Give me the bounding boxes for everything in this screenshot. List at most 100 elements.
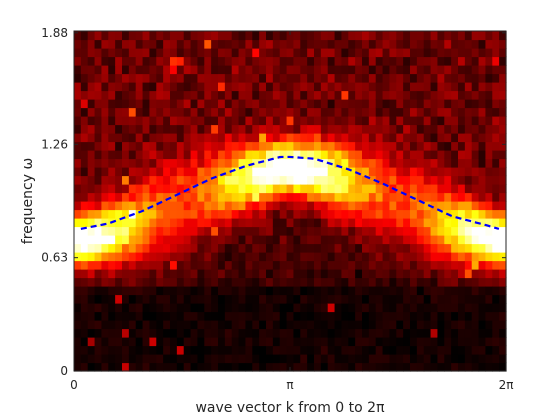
heatmap-cell (320, 252, 329, 262)
heatmap-cell (245, 303, 253, 313)
heatmap-cell (266, 31, 274, 41)
heatmap-cell (197, 116, 205, 126)
heatmap-cell (451, 65, 459, 75)
heatmap-cell (204, 294, 212, 304)
heatmap-cell (327, 39, 336, 49)
heatmap-cell (458, 65, 466, 75)
heatmap-cell (87, 201, 96, 211)
heatmap-cell (266, 56, 274, 66)
heatmap-cell (320, 31, 329, 41)
heatmap-cell (272, 116, 281, 126)
heatmap-cell (478, 286, 487, 296)
heatmap-cell (355, 184, 363, 194)
heatmap-cell (355, 294, 363, 304)
heatmap-cell (430, 175, 439, 185)
heatmap-cell (272, 56, 281, 66)
heatmap-cell (183, 158, 192, 168)
heatmap-cell (170, 320, 178, 330)
y-tick-label: 0 (60, 364, 68, 378)
heatmap-cell (197, 354, 205, 364)
heatmap-cell (396, 354, 404, 364)
heatmap-cell (87, 192, 96, 202)
heatmap-cell (478, 260, 487, 270)
heatmap-cell (286, 345, 295, 355)
heatmap-cell (286, 209, 295, 219)
y-axis-ticks: 00.631.261.88 (41, 26, 506, 378)
heatmap-cell (464, 116, 473, 126)
heatmap-cell (266, 226, 274, 236)
heatmap-cell (238, 39, 247, 49)
heatmap-cell (87, 184, 96, 194)
heatmap-cell (224, 124, 233, 134)
heatmap-cell (396, 133, 404, 143)
heatmap-cell (430, 269, 439, 279)
heatmap-cell (163, 107, 171, 117)
heatmap-cell (382, 226, 391, 236)
heatmap-cell (272, 252, 281, 262)
heatmap-cell (416, 107, 425, 117)
heatmap-cell (320, 141, 329, 151)
heatmap-cell (327, 269, 336, 279)
heatmap-cell (382, 311, 391, 321)
heatmap-cell (464, 294, 473, 304)
heatmap-cell (183, 107, 192, 117)
heatmap-cell (382, 167, 391, 177)
heatmap-cell (499, 133, 507, 143)
heatmap-cell (451, 362, 459, 372)
heatmap-cell (327, 235, 336, 245)
heatmap-cell (451, 311, 459, 321)
heatmap-cell (368, 99, 377, 109)
heatmap-cell (197, 218, 205, 228)
heatmap-cell (396, 56, 404, 66)
heatmap-cell (115, 252, 123, 262)
heatmap-cell (156, 65, 164, 75)
heatmap-cell (389, 90, 397, 100)
heatmap-cell (197, 209, 205, 219)
heatmap-cell (368, 243, 377, 253)
heatmap-cell (238, 269, 247, 279)
heatmap-cell (423, 226, 432, 236)
heatmap-cell (348, 167, 356, 177)
heatmap-cell (458, 73, 466, 83)
heatmap-cell (416, 252, 425, 262)
heatmap-cell (74, 362, 82, 372)
heatmap-cell (375, 277, 384, 287)
heatmap-cell (252, 124, 260, 134)
heatmap-cell (327, 184, 336, 194)
heatmap-cell (190, 39, 199, 49)
heatmap-cell (122, 320, 130, 330)
heatmap-cell (416, 31, 425, 41)
heatmap-cell (80, 252, 89, 262)
heatmap-cell (320, 311, 329, 321)
heatmap-cell (122, 218, 130, 228)
heatmap-cell (183, 48, 192, 58)
heatmap-cell (300, 65, 308, 75)
heatmap-cell (108, 184, 116, 194)
heatmap-cell (300, 337, 308, 347)
heatmap-cell (451, 141, 459, 151)
heatmap-cell (471, 31, 480, 41)
heatmap-cell (259, 252, 267, 262)
heatmap-cell (135, 294, 144, 304)
heatmap-cell (128, 39, 137, 49)
heatmap-cell (492, 294, 500, 304)
heatmap-cell (485, 218, 493, 228)
heatmap-cell (485, 243, 493, 253)
heatmap-cell (437, 328, 445, 338)
heatmap-cell (368, 48, 377, 58)
heatmap-cell (334, 150, 343, 160)
heatmap-cell (245, 294, 253, 304)
heatmap-cell (108, 345, 116, 355)
heatmap-cell (307, 277, 315, 287)
heatmap-cell (245, 65, 253, 75)
heatmap-cell (327, 167, 336, 177)
heatmap-cell (224, 99, 233, 109)
heatmap-cell (128, 345, 137, 355)
heatmap-cell (341, 39, 349, 49)
heatmap-cell (224, 218, 233, 228)
heatmap-cell (163, 116, 171, 126)
heatmap-cell (272, 294, 281, 304)
heatmap-cell (87, 99, 96, 109)
heatmap-cell (87, 311, 96, 321)
heatmap-cell (458, 82, 466, 92)
